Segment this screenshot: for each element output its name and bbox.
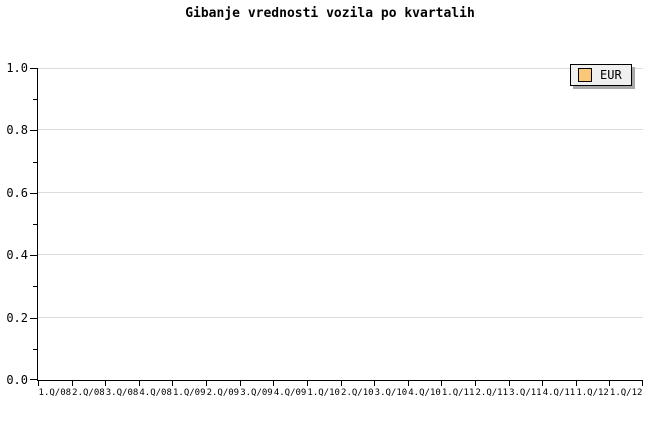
y-axis-label: 0.4 <box>6 248 28 262</box>
x-axis-tick <box>240 380 241 386</box>
y-axis-major-tick <box>30 130 37 131</box>
x-axis-tick <box>206 380 207 386</box>
x-axis-tick <box>441 380 442 386</box>
y-axis-label: 0.8 <box>6 123 28 137</box>
legend-box: EUR <box>570 64 632 86</box>
y-axis-major-tick <box>30 318 37 319</box>
x-axis-tick <box>609 380 610 386</box>
x-axis-label: 4.Q/09 <box>273 388 307 398</box>
y-gridline <box>38 129 643 130</box>
x-axis-label: 2.Q/09 <box>206 388 240 398</box>
x-axis-label: 1.Q/08 <box>38 388 72 398</box>
x-axis-tick <box>509 380 510 386</box>
x-axis-tick <box>105 380 106 386</box>
y-axis-label: 0.6 <box>6 186 28 200</box>
y-gridline <box>38 192 643 193</box>
x-axis-tick <box>172 380 173 386</box>
y-axis-major-tick <box>30 193 37 194</box>
legend-swatch-icon <box>578 68 592 82</box>
y-axis-major-tick <box>30 68 37 69</box>
y-gridline <box>38 254 643 255</box>
x-axis-label: 4.Q/10 <box>408 388 441 398</box>
x-axis-label: 1.Q/12 <box>609 388 643 398</box>
x-axis-label: 2.Q/11 <box>475 388 508 398</box>
x-axis-label: 4.Q/11 <box>542 388 576 398</box>
x-axis-tick <box>72 380 73 386</box>
x-axis-label: 1.Q/11 <box>441 388 475 398</box>
x-axis-label: 3.Q/09 <box>240 388 273 398</box>
x-axis-label: 1.Q/09 <box>172 388 206 398</box>
x-axis-label: 2.Q/08 <box>72 388 105 398</box>
x-axis-label: 1.Q/10 <box>307 388 340 398</box>
x-axis-tick <box>139 380 140 386</box>
x-axis-tick <box>341 380 342 386</box>
legend-label: EUR <box>600 68 622 82</box>
x-axis-tick <box>576 380 577 386</box>
y-axis-label: 0.2 <box>6 311 28 325</box>
y-axis-minor-tick <box>33 162 37 163</box>
y-gridline <box>38 68 643 69</box>
x-axis-tick <box>307 380 308 386</box>
x-axis-tick <box>273 380 274 386</box>
x-axis-tick <box>642 380 643 386</box>
x-axis-label: 3.Q/08 <box>105 388 139 398</box>
x-axis-label: 4.Q/08 <box>139 388 172 398</box>
y-axis-label: 0.0 <box>6 373 28 387</box>
x-axis-tick <box>38 380 39 386</box>
y-axis-minor-tick <box>33 224 37 225</box>
y-axis-minor-tick <box>33 286 37 287</box>
plot-area: 0.0 0.2 0.4 0.6 0.8 1.0 1.Q/08 2.Q/08 3.Q/08 4.Q/… <box>6 62 643 398</box>
y-axis-minor-tick <box>33 349 37 350</box>
y-axis-label: 1.0 <box>6 61 28 75</box>
x-axis-tick <box>408 380 409 386</box>
x-axis-label: 3.Q/11 <box>509 388 542 398</box>
chart-title: Gibanje vrednosti vozila po kvartalih <box>185 6 475 21</box>
x-axis-label: 3.Q/10 <box>374 388 408 398</box>
y-axis-minor-tick <box>33 99 37 100</box>
x-axis-tick <box>475 380 476 386</box>
y-axis-major-tick <box>30 255 37 256</box>
x-axis-tick <box>374 380 375 386</box>
x-axis-label: 2.Q/10 <box>341 388 374 398</box>
y-gridline <box>38 317 643 318</box>
x-axis-tick <box>542 380 543 386</box>
y-axis-major-tick <box>30 379 37 380</box>
x-axis-label: 1.Q/12 <box>576 388 609 398</box>
